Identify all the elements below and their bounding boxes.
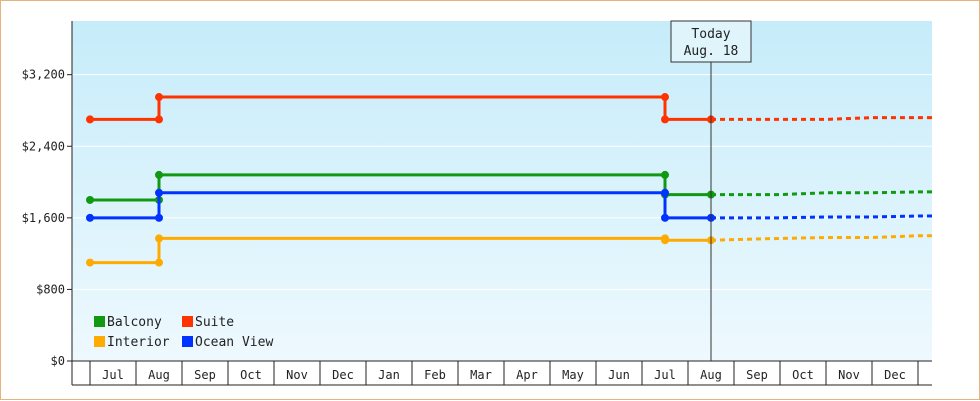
y-tick-label: $800 <box>36 282 65 296</box>
data-point-interior[interactable] <box>86 258 94 267</box>
series-line-ocean-view <box>90 191 711 220</box>
data-point-interior[interactable] <box>155 234 163 243</box>
x-tick-label: Oct <box>240 368 262 382</box>
today-date: Aug. 18 <box>684 44 739 59</box>
data-point-ocean-view[interactable] <box>155 213 163 222</box>
legend-swatch-suite <box>182 316 193 327</box>
x-tick-label: Nov <box>838 368 860 382</box>
x-tick-label: Apr <box>516 368 538 382</box>
x-tick-label: Aug <box>700 368 722 382</box>
today-marker: Today Aug. 18 <box>670 20 752 361</box>
legend-label-balcony: Balcony <box>107 315 162 330</box>
data-point-balcony[interactable] <box>661 170 669 179</box>
data-point-suite[interactable] <box>86 115 94 124</box>
series-group <box>86 93 932 267</box>
legend: Balcony Suite Interior Ocean View <box>94 315 273 350</box>
x-tick-label: Dec <box>332 368 354 382</box>
legend-label-suite: Suite <box>195 315 234 330</box>
legend-label-interior: Interior <box>107 335 170 350</box>
data-point-balcony[interactable] <box>86 195 94 204</box>
series-forecast-ocean-view <box>711 214 932 220</box>
x-tick-label: Jun <box>608 368 630 382</box>
series-line-interior <box>90 236 711 265</box>
data-point-ocean-view[interactable] <box>86 213 94 222</box>
data-point-suite[interactable] <box>661 115 669 124</box>
x-tick-label: Feb <box>424 368 446 382</box>
data-point-suite[interactable] <box>155 115 163 124</box>
x-tick-label: Oct <box>792 368 814 382</box>
data-point-suite[interactable] <box>155 93 163 102</box>
data-point-ocean-view[interactable] <box>155 188 163 197</box>
series-line-balcony <box>90 173 711 202</box>
y-axis: $0 $800 $1,600 $2,400 $3,200 <box>22 21 73 368</box>
x-tick-label: Nov <box>286 368 308 382</box>
series-forecast-balcony <box>711 190 932 197</box>
grid-lines <box>72 74 932 290</box>
x-tick-label: Sep <box>746 368 768 382</box>
legend-swatch-ocean-view <box>182 336 193 347</box>
data-point-ocean-view[interactable] <box>661 188 669 197</box>
legend-swatch-interior <box>94 336 105 347</box>
today-callout-box <box>670 20 752 63</box>
data-point-suite[interactable] <box>661 93 669 102</box>
series-forecast-interior <box>710 234 932 242</box>
data-point-interior[interactable] <box>661 236 669 245</box>
x-axis: Jul Aug Sep Oct Nov Dec Jan Feb Mar Apr May Jun Jul A… <box>71 360 932 386</box>
series-forecast-suite <box>711 116 932 121</box>
y-tick-label: $0 <box>51 354 65 368</box>
x-tick-label: Aug <box>148 368 170 382</box>
x-tick-label: Jul <box>654 368 676 382</box>
data-point-interior[interactable] <box>155 258 163 267</box>
data-point-balcony[interactable] <box>155 170 163 179</box>
x-tick-label: Jul <box>102 368 124 382</box>
today-label: Today <box>691 27 730 42</box>
legend-swatch-balcony <box>94 316 105 327</box>
x-tick-label: Mar <box>470 368 492 382</box>
plot-background <box>72 21 932 361</box>
series-line-suite <box>90 95 711 121</box>
x-tick-label: May <box>562 368 584 382</box>
y-tick-label: $1,600 <box>22 211 65 225</box>
y-tick-label: $3,200 <box>22 68 65 82</box>
legend-label-ocean-view: Ocean View <box>195 335 273 350</box>
data-point-ocean-view[interactable] <box>661 213 669 222</box>
x-tick-label: Jan <box>378 368 400 382</box>
x-tick-label: Sep <box>194 368 216 382</box>
y-tick-label: $2,400 <box>22 139 65 153</box>
x-tick-label: Dec <box>884 368 906 382</box>
